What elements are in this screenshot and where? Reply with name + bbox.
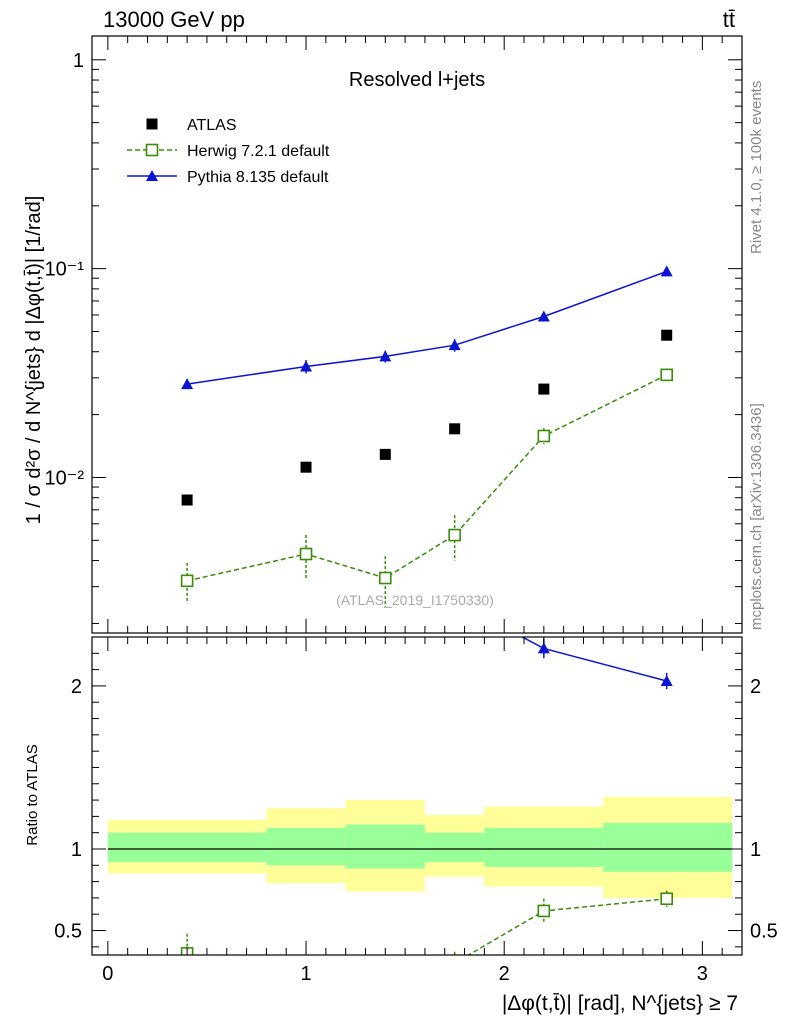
ratio-pythia-point — [537, 642, 550, 654]
analysis-label: (ATLAS_2019_I1750330) — [336, 592, 494, 608]
x-tick-label: 3 — [697, 963, 708, 985]
ratio-herwig-point — [537, 904, 551, 918]
x-tick-label: 0 — [102, 963, 113, 985]
data-point — [449, 423, 461, 435]
pythia-point — [660, 265, 673, 277]
main-panel: 1 10⁻¹ 10⁻² Resolved l+jets (ATLAS_2019_I1… — [23, 35, 743, 634]
series-line — [187, 270, 667, 385]
ratio-pythia-point — [300, 509, 312, 520]
legend-label: ATLAS — [187, 117, 237, 134]
ratio-series-herwig — [180, 890, 673, 988]
herwig-point — [378, 571, 392, 585]
series-line — [186, 374, 668, 582]
main-y-tick-label: 10⁻² — [45, 467, 85, 489]
series-dashed-open-square — [180, 368, 673, 607]
pythia-point — [448, 339, 461, 351]
herwig-point — [537, 429, 551, 443]
legend-atlas-marker — [146, 118, 158, 130]
ratio-band-inner — [424, 832, 485, 863]
ratio-band-inner — [603, 822, 733, 872]
data-point — [379, 448, 391, 460]
herwig-point — [660, 368, 673, 382]
series-data — [181, 329, 673, 506]
ratio-y-tick-label-right: 0.5 — [750, 921, 778, 943]
ratio-pythia-point — [379, 525, 391, 536]
ratio-series-pythia — [181, 419, 673, 690]
ratio-frame — [91, 636, 743, 956]
legend-herwig-marker — [145, 143, 159, 157]
data-point — [661, 329, 673, 341]
ratio-band-inner — [345, 824, 425, 869]
pythia-point — [537, 310, 550, 322]
ratio-panel: 0.5 0.5 1 1 2 2 0 1 2 3 Ratio to ATLAS |Δφ(t,t̄)|… — [24, 419, 778, 1015]
x-axis-label: |Δφ(t,t̄)| [rad], N^{jets} ≥ 7 — [502, 992, 738, 1015]
ratio-band-inner — [266, 827, 346, 866]
ratio-y-tick-label: 2 — [71, 676, 82, 698]
x-tick-label: 2 — [499, 963, 510, 985]
herwig-point — [180, 574, 194, 588]
x-tick-label: 1 — [300, 963, 311, 985]
ratio-band-inner — [484, 827, 604, 867]
ratio-y-tick-label: 0.5 — [54, 921, 82, 943]
legend: ATLAS Herwig 7.2.1 default Pythia 8.135 de… — [127, 117, 330, 186]
data-point — [181, 494, 193, 506]
ratio-y-axis-label: Ratio to ATLAS — [24, 744, 41, 845]
ratio-y-tick-label-right: 1 — [750, 839, 761, 861]
ratio-series-line — [186, 897, 667, 955]
main-frame — [91, 35, 743, 634]
legend-pythia-marker — [146, 170, 158, 181]
main-y-tick-label: 1 — [73, 50, 84, 72]
ratio-y-tick-label-right: 2 — [750, 676, 761, 698]
ratio-herwig-point — [660, 892, 673, 906]
ratio-herwig-point — [449, 958, 460, 969]
pythia-point — [379, 350, 392, 362]
chart-title: Resolved l+jets — [349, 69, 485, 91]
series-solid-filled-triangle — [181, 265, 673, 390]
main-y-axis-label: 1 / σ d²σ / d N^{jets} d |Δφ(t,t̄)| [1/r… — [23, 196, 45, 525]
ratio-y-tick-label: 1 — [71, 839, 82, 861]
ratio-herwig-point — [380, 977, 391, 988]
legend-label: Herwig 7.2.1 default — [187, 143, 330, 160]
data-point — [300, 461, 312, 473]
pythia-point — [300, 360, 313, 372]
herwig-point — [448, 528, 461, 542]
process-label: tt̄ — [723, 7, 735, 32]
ratio-series-line — [520, 637, 667, 682]
legend-label: Pythia 8.135 default — [187, 169, 329, 186]
rivet-label: Rivet 4.1.0, ≥ 100k events — [748, 81, 765, 254]
ratio-pythia-point — [660, 675, 673, 687]
ratio-band-inner — [107, 832, 267, 863]
pythia-point — [181, 378, 194, 390]
main-y-tick-label: 10⁻¹ — [45, 259, 85, 281]
herwig-point — [299, 547, 313, 561]
mcplots-label: mcplots.cern.ch [arXiv:1306.3436] — [748, 403, 765, 630]
energy-label: 13000 GeV pp — [103, 7, 245, 32]
data-point — [538, 383, 550, 395]
ratio-pythia-point — [181, 419, 193, 430]
